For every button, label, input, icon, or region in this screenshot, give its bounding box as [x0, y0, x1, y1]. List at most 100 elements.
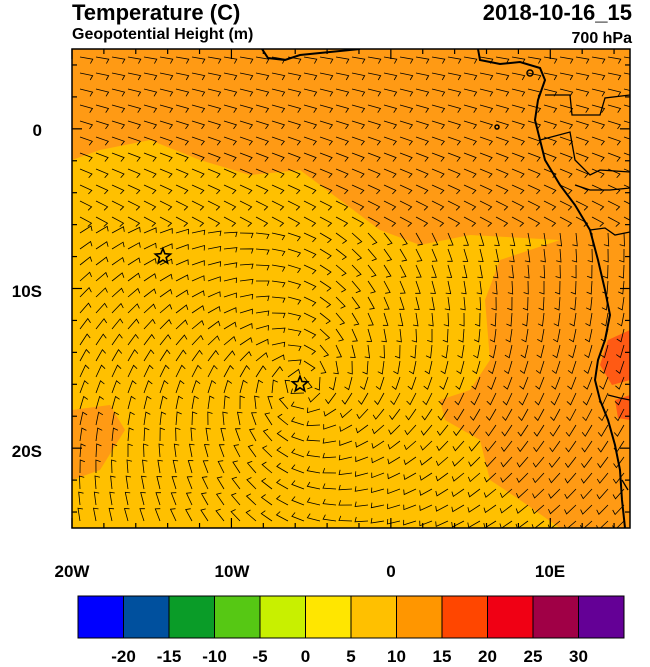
wind-barb	[435, 520, 449, 527]
wind-barb	[322, 452, 337, 459]
wind-barb	[382, 312, 389, 326]
wind-barb	[111, 380, 121, 394]
wind-barb	[215, 508, 225, 522]
wind-barb	[383, 136, 397, 146]
wind-barb	[127, 318, 140, 330]
wind-barb	[431, 120, 446, 130]
wind-barb	[159, 184, 173, 195]
wind-barb	[287, 344, 302, 352]
wind-barb	[159, 200, 173, 211]
colorbar-label: -15	[157, 647, 182, 666]
wind-barb	[175, 349, 187, 362]
wind-barb	[524, 248, 531, 263]
wind-barb	[351, 264, 362, 277]
wind-barb	[372, 408, 385, 420]
wind-barb	[275, 495, 289, 506]
wind-barb	[543, 184, 557, 195]
wind-barb	[159, 258, 173, 266]
wind-barb	[419, 504, 433, 511]
wind-barb	[319, 56, 334, 64]
wind-barb	[617, 296, 625, 311]
wind-barb	[591, 88, 606, 97]
wind-barb	[127, 395, 136, 410]
wind-barb	[276, 462, 289, 474]
wind-barb	[503, 376, 513, 390]
wind-barb	[445, 280, 452, 295]
wind-barb	[374, 392, 385, 406]
wind-barb	[371, 487, 385, 494]
wind-barb	[467, 488, 481, 498]
wind-barb	[387, 488, 401, 495]
wind-barb	[340, 408, 353, 419]
wind-barb	[223, 120, 238, 130]
wind-barb	[319, 280, 332, 292]
wind-barb	[485, 424, 497, 437]
wind-barb	[223, 104, 238, 113]
wind-barb	[79, 200, 93, 211]
wind-barb	[239, 88, 254, 97]
wind-barb	[95, 120, 110, 130]
wind-barb	[511, 200, 525, 211]
wind-barb	[79, 380, 89, 394]
wind-barb	[462, 248, 469, 262]
temperature-field	[72, 49, 630, 528]
wind-barb	[421, 408, 433, 421]
wind-barb	[495, 168, 509, 179]
wind-barb	[271, 88, 286, 97]
wind-barb	[291, 480, 305, 490]
wind-barb	[140, 475, 147, 490]
wind-barb	[548, 504, 561, 515]
wind-barb	[453, 408, 465, 421]
colorbar-label: 20	[478, 647, 497, 666]
wind-barb	[111, 152, 125, 162]
wind-barb	[335, 120, 350, 130]
wind-barb	[207, 184, 221, 195]
wind-barb	[245, 493, 257, 506]
wind-barb	[95, 225, 109, 234]
wind-barb	[607, 104, 622, 113]
wind-barb	[436, 424, 449, 436]
wind-barb	[351, 216, 365, 227]
wind-barb	[399, 72, 414, 81]
wind-barb	[575, 200, 589, 211]
wind-barb	[111, 318, 124, 330]
wind-barb	[580, 488, 593, 500]
wind-barb	[271, 152, 285, 162]
wind-barb	[127, 411, 135, 426]
wind-barb	[239, 379, 248, 394]
wind-barb	[255, 232, 270, 240]
wind-barb	[255, 310, 270, 316]
wind-barb	[548, 472, 561, 484]
wind-barb	[447, 248, 453, 262]
wind-barb	[351, 280, 362, 294]
wind-barb	[461, 280, 467, 295]
wind-barb	[303, 264, 317, 275]
wind-barb	[591, 200, 605, 211]
wind-barb	[239, 168, 253, 179]
wind-barb	[234, 428, 241, 442]
wind-barb	[580, 504, 593, 515]
wind-barb	[271, 327, 286, 334]
wind-barb	[532, 472, 545, 484]
wind-barb	[127, 136, 141, 146]
wind-barb	[191, 136, 205, 146]
wind-barb	[582, 392, 593, 406]
wind-barb	[351, 296, 361, 310]
wind-barb	[335, 200, 349, 211]
wind-barb	[223, 231, 238, 238]
wind-barb	[494, 232, 500, 247]
wind-barb	[303, 312, 317, 323]
wind-barb	[111, 72, 126, 81]
wind-barb	[543, 152, 557, 162]
wind-barb	[500, 456, 513, 468]
wind-barb	[79, 88, 94, 97]
wind-barb	[532, 456, 545, 468]
wind-barb	[159, 136, 173, 146]
wind-barb	[571, 248, 578, 263]
wind-barb	[217, 460, 225, 474]
wind-barb	[552, 344, 561, 359]
wind-barb	[291, 448, 305, 458]
island	[494, 124, 500, 130]
wind-barb	[95, 200, 109, 211]
wind-barb	[523, 280, 529, 295]
